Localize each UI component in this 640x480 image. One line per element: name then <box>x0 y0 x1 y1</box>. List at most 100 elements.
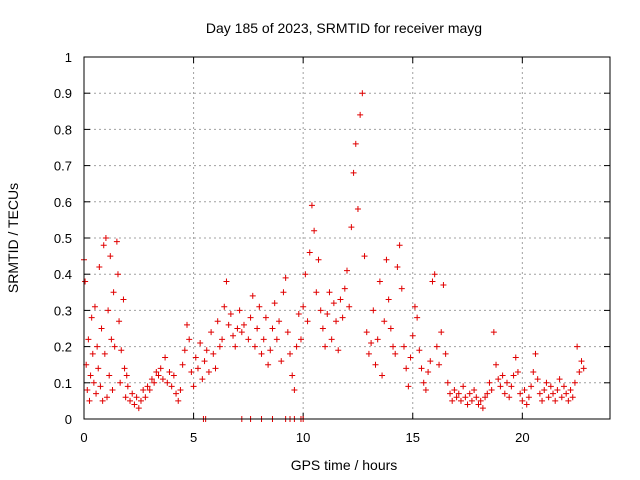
data-point-0-235 <box>558 394 565 401</box>
data-point-0-115 <box>295 311 302 318</box>
data-point-0-98 <box>258 350 265 357</box>
data-point-0-29 <box>113 238 120 245</box>
data-point-0-166 <box>407 354 414 361</box>
data-point-0-26 <box>109 387 116 394</box>
data-point-0-111 <box>287 350 294 357</box>
data-point-0-196 <box>473 394 480 401</box>
data-point-0-85 <box>227 311 234 318</box>
data-point-0-181 <box>440 282 447 289</box>
data-point-0-102 <box>267 347 274 354</box>
data-point-0-21 <box>104 394 111 401</box>
data-point-0-152 <box>376 278 383 285</box>
data-point-0-233 <box>554 387 561 394</box>
data-point-0-97 <box>256 303 263 310</box>
data-point-0-164 <box>403 365 410 372</box>
data-point-0-173 <box>422 387 429 394</box>
data-point-0-4 <box>85 336 92 343</box>
data-point-0-243 <box>576 368 583 375</box>
data-point-0-206 <box>495 376 502 383</box>
data-point-0-5 <box>86 397 93 404</box>
data-point-0-168 <box>411 303 418 310</box>
data-point-0-35 <box>121 365 128 372</box>
data-point-0-106 <box>276 318 283 325</box>
data-point-0-216 <box>517 390 524 397</box>
data-point-0-25 <box>108 336 115 343</box>
data-point-0-230 <box>547 383 554 390</box>
data-point-0-134 <box>337 296 344 303</box>
data-point-0-171 <box>418 365 425 372</box>
data-point-0-163 <box>400 343 407 350</box>
data-point-0-3 <box>84 387 91 394</box>
data-point-0-159 <box>392 350 399 357</box>
data-point-0-56 <box>164 379 171 386</box>
data-point-0-244 <box>578 358 585 365</box>
data-point-0-16 <box>98 325 105 332</box>
data-point-0-9 <box>90 379 97 386</box>
data-point-0-141 <box>352 140 359 147</box>
data-point-0-11 <box>93 390 100 397</box>
data-point-0-6 <box>87 372 94 379</box>
data-point-0-99 <box>260 336 267 343</box>
data-point-0-63 <box>179 361 186 368</box>
data-point-0-125 <box>317 307 324 314</box>
data-point-0-146 <box>363 329 370 336</box>
data-point-0-225 <box>536 390 543 397</box>
data-point-0-231 <box>550 390 557 397</box>
data-point-0-71 <box>197 339 204 346</box>
y-tick-label-7: 0.7 <box>54 159 72 174</box>
x-tick-label-2: 10 <box>296 430 310 445</box>
data-point-0-189 <box>457 397 464 404</box>
data-point-0-44 <box>137 397 144 404</box>
data-point-0-112 <box>289 372 296 379</box>
data-point-0-50 <box>151 379 158 386</box>
data-point-0-109 <box>282 274 289 281</box>
data-point-0-131 <box>330 300 337 307</box>
data-point-0-91 <box>240 321 247 328</box>
data-point-0-33 <box>118 347 125 354</box>
data-point-0-75 <box>205 368 212 375</box>
data-point-0-126 <box>319 325 326 332</box>
data-point-0-114 <box>293 343 300 350</box>
data-point-0-108 <box>280 289 287 296</box>
data-point-0-138 <box>346 303 353 310</box>
data-point-0-82 <box>221 303 228 310</box>
data-point-0-239 <box>567 387 574 394</box>
data-point-0-203 <box>488 387 495 394</box>
data-point-0-83 <box>223 278 230 285</box>
data-point-0-18 <box>100 242 107 249</box>
data-point-0-188 <box>455 390 462 397</box>
data-point-0-183 <box>444 379 451 386</box>
data-point-0-84 <box>225 321 232 328</box>
data-point-0-202 <box>486 379 493 386</box>
x-tick-label-4: 20 <box>515 430 529 445</box>
data-point-0-148 <box>368 339 375 346</box>
data-point-0-90 <box>238 329 245 336</box>
data-point-0-155 <box>383 256 390 263</box>
data-point-0-201 <box>484 390 491 397</box>
data-point-0-172 <box>420 379 427 386</box>
data-point-0-229 <box>545 394 552 401</box>
x-tick-label-1: 5 <box>190 430 197 445</box>
data-point-0-176 <box>429 278 436 285</box>
data-point-0-137 <box>344 267 350 274</box>
data-point-0-79 <box>214 318 221 325</box>
data-point-0-123 <box>313 289 320 296</box>
data-point-0-74 <box>203 347 210 354</box>
data-point-0-133 <box>335 347 342 354</box>
data-point-0-42 <box>133 394 140 401</box>
data-point-0-101 <box>265 361 272 368</box>
data-point-0-96 <box>254 325 261 332</box>
data-point-0-127 <box>322 343 329 350</box>
data-point-0-55 <box>162 354 169 361</box>
data-point-0-120 <box>306 249 313 256</box>
data-point-0-143 <box>357 111 364 118</box>
data-point-0-214 <box>512 354 519 361</box>
data-point-0-30 <box>114 271 121 278</box>
data-point-0-68 <box>190 383 197 390</box>
data-point-0-217 <box>519 397 526 404</box>
data-point-0-58 <box>168 383 175 390</box>
data-point-0-118 <box>302 271 309 278</box>
data-point-0-7 <box>88 314 95 321</box>
data-point-0-61 <box>175 397 182 404</box>
